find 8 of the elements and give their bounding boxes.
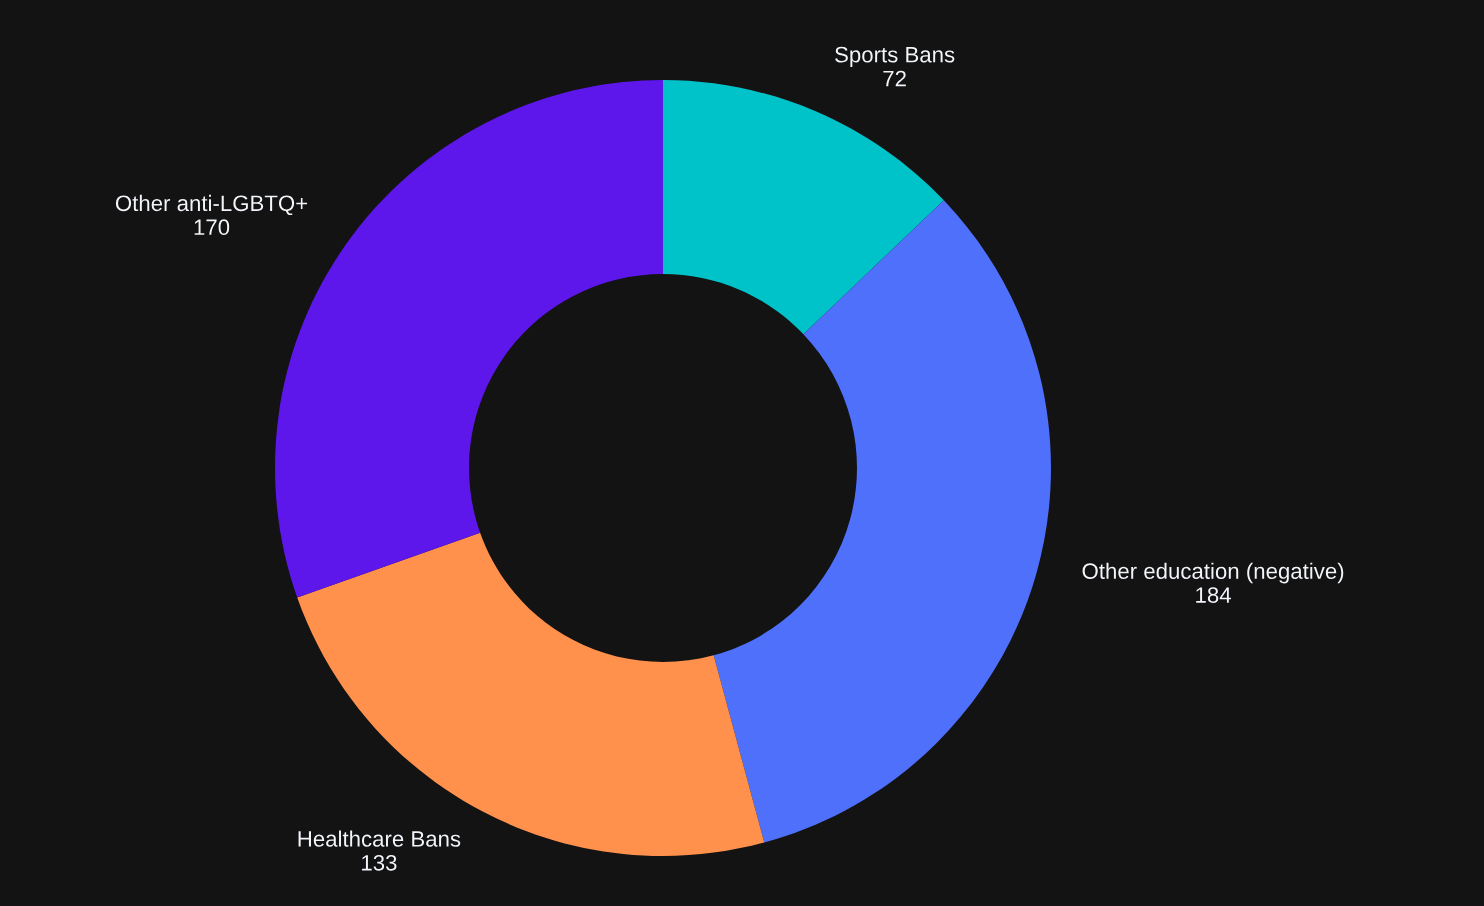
data-label: 170 xyxy=(194,219,230,236)
slice-label: Other education (negative) xyxy=(1082,562,1344,584)
slice-label: Sports Bans xyxy=(835,46,955,67)
slice-label: Healthcare Bans xyxy=(298,830,461,847)
data-label: 133 xyxy=(362,854,397,871)
data-label: 184 xyxy=(1196,587,1231,603)
data-label: 72 xyxy=(883,70,906,87)
slice-label: Other anti-LGBTQ+ xyxy=(115,194,308,216)
